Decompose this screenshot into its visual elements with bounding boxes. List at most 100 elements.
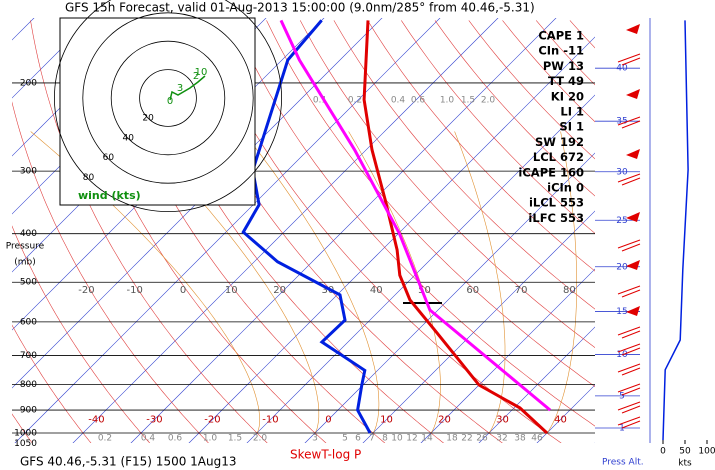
hodograph-trace	[169, 75, 206, 101]
hodograph-ring	[54, 0, 282, 212]
hodograph-ring	[139, 69, 197, 127]
mixing-ratio-label: 0.4	[141, 434, 156, 444]
y-tick-label: 200	[20, 78, 37, 88]
upper-label: 70	[515, 285, 528, 296]
x-tick-label: 40	[554, 415, 567, 426]
wind-barb	[617, 343, 641, 356]
isotherm-grid-line	[362, 210, 595, 443]
moist-adiabat	[242, 131, 380, 434]
index-value: iCIn 0	[547, 181, 584, 195]
mixing-ratio-label: 14	[421, 434, 433, 444]
wind-barb	[617, 383, 641, 396]
altitude-tick-label: 40	[616, 64, 628, 74]
y-tick-label: 600	[20, 317, 37, 327]
wind-barb	[626, 260, 640, 270]
mixing-ratio-label: 2.0	[481, 96, 496, 106]
wind-barb	[617, 239, 641, 252]
index-value: iLFC 553	[528, 211, 584, 225]
hodograph-ring-label: 40	[123, 133, 135, 143]
y-tick-label: 800	[20, 380, 37, 390]
altitude-tick-label: 5	[619, 391, 625, 401]
wind-barb	[626, 212, 640, 222]
upper-label: 60	[466, 285, 479, 296]
mixing-ratio-label: 5	[342, 434, 348, 444]
isotherm-grid-line	[420, 268, 595, 443]
wind-barb	[617, 285, 641, 298]
y-tick-label: 400	[20, 229, 37, 239]
hodograph-point-label: 2	[193, 71, 199, 82]
mixing-ratio-label: 7	[369, 434, 375, 444]
wind-tick-label: 50	[679, 447, 691, 457]
index-value: PW 13	[543, 59, 584, 73]
hodograph-point-label: 0	[167, 96, 173, 107]
mixing-ratio-label: 8	[382, 434, 388, 444]
y-tick-label: 500	[20, 278, 37, 288]
x-tick-label: 0	[325, 415, 331, 426]
hodograph-ring-label: 80	[83, 173, 95, 183]
mixing-ratio-label: 1.5	[461, 96, 475, 106]
isotherm	[12, 18, 93, 99]
x-axis-label: SkewT-log P	[290, 448, 361, 462]
hodograph-ring	[110, 40, 226, 156]
isotherm-grid-line	[188, 36, 595, 443]
footer: GFS 40.46,-5.31 (F15) 1500 1Aug13	[20, 455, 237, 469]
mixing-ratio-label: 38	[514, 434, 526, 444]
x-tick-label: 20	[438, 415, 451, 426]
mixing-ratio-label: 1.0	[203, 434, 218, 444]
y-tick-label: 900	[20, 406, 37, 416]
mixing-ratio-label: 46	[531, 434, 543, 444]
mixing-ratio-label: 18	[446, 434, 458, 444]
x-tick-label: -20	[204, 415, 220, 426]
y-tick-label: 1050	[14, 439, 37, 449]
wind-barb	[617, 363, 641, 376]
altitude-tick-label: 15	[616, 307, 627, 317]
index-value: CIn -11	[538, 44, 584, 58]
wind-tick-label: 100	[698, 447, 715, 457]
index-value: LCL 672	[533, 150, 584, 164]
altitude-tick-label: 1	[619, 423, 625, 433]
upper-label: -10	[127, 285, 143, 296]
index-value: LI 1	[560, 105, 584, 119]
upper-label: 20	[273, 285, 286, 296]
isotherm-grid-line	[478, 326, 595, 443]
hodograph-box	[59, 17, 256, 206]
altitude-tick-label: 25	[616, 216, 627, 226]
y-tick-label: 700	[20, 351, 37, 361]
index-value: TT 49	[548, 74, 584, 88]
mixing-ratio-label: 3	[312, 434, 318, 444]
mixing-ratio-label: 0.2	[98, 434, 112, 444]
y-axis-label: (mb)	[14, 258, 36, 268]
index-value: iCAPE 160	[518, 165, 584, 179]
mixing-ratio-label: 0.4	[391, 96, 406, 106]
upper-label: 30	[322, 285, 335, 296]
hodograph-ring	[82, 12, 254, 184]
hodograph-point-label: 10	[195, 67, 208, 78]
wind-barb	[626, 306, 640, 316]
wind-barb	[617, 116, 641, 129]
mixing-ratio-label: 12	[406, 434, 417, 444]
mixing-ratio-label: 6	[355, 434, 361, 444]
upper-label: 0	[180, 285, 186, 296]
mixing-ratio-label: 22	[461, 434, 472, 444]
index-value: CAPE 1	[538, 29, 584, 43]
wind-tick-label: 0	[660, 447, 666, 457]
mixing-ratio-label: 32	[496, 434, 507, 444]
moist-adiabat	[546, 131, 577, 434]
moist-adiabat	[136, 131, 320, 434]
wind-barb	[626, 149, 640, 159]
upper-label: 80	[563, 285, 576, 296]
upper-label: -20	[78, 285, 94, 296]
upper-label: 10	[225, 285, 238, 296]
x-tick-label: 30	[496, 415, 509, 426]
profile-line	[362, 20, 549, 435]
hodograph-ring-label: 60	[103, 153, 115, 163]
hodograph-ring-label: 20	[142, 113, 154, 123]
mixing-ratio-label: 0.1	[313, 96, 327, 106]
y-tick-label: 1000	[14, 429, 37, 439]
mixing-ratio-label: 0.6	[168, 434, 183, 444]
hodograph-point-label: 3	[177, 83, 183, 94]
